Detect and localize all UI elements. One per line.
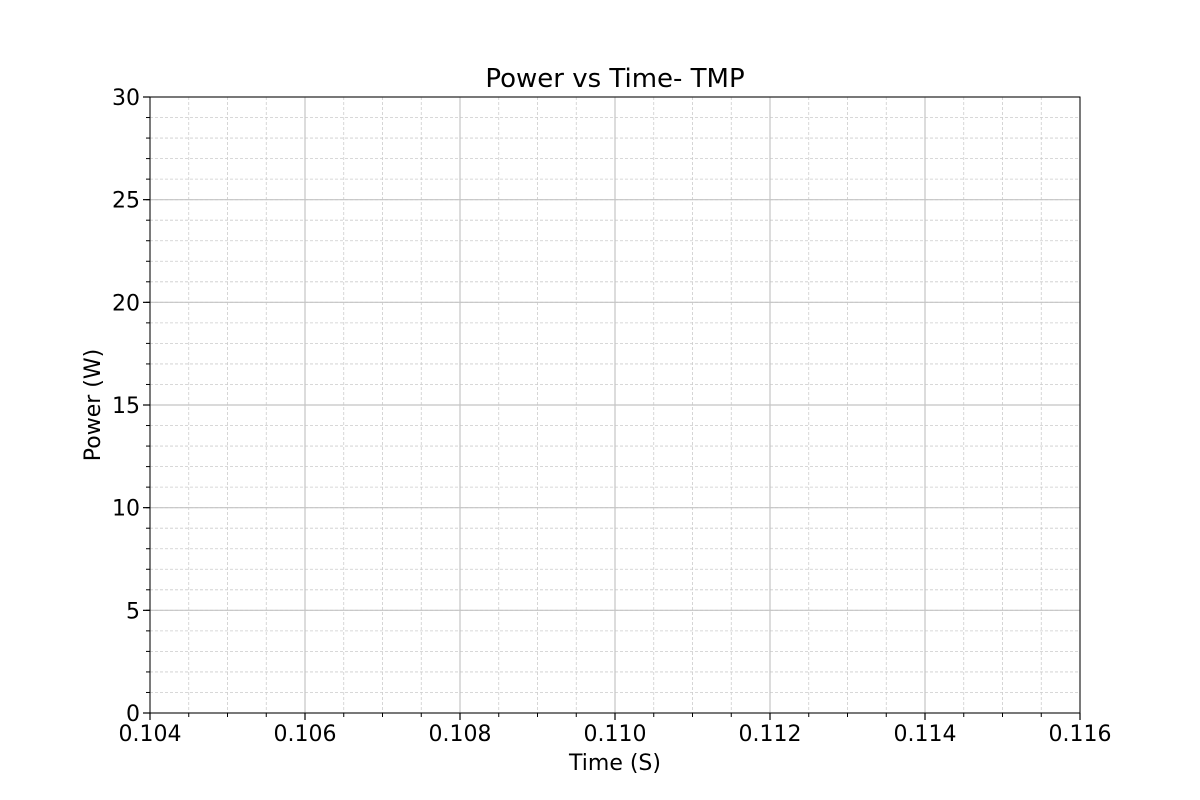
x-axis-label: Time (S) [568,751,661,776]
y-axis-label: Power (W) [81,349,106,461]
major-grid [149,96,1081,714]
y-tick-label: 5 [126,599,140,624]
chart-title: Power vs Time- TMP [485,64,744,94]
x-tick-label: 0.106 [274,722,337,747]
y-tick-label: 25 [112,189,140,214]
y-tick-label: 30 [112,86,140,111]
y-axis-ticks: 0 5 10 15 20 25 30 [112,86,150,727]
x-tick-label: 0.110 [584,722,647,747]
y-tick-label: 15 [112,394,140,419]
x-axis-ticks: 0.104 0.106 0.108 0.110 0.112 0.114 0.116 [119,713,1112,747]
x-tick-label: 0.116 [1049,722,1112,747]
x-tick-label: 0.104 [119,722,182,747]
x-tick-label: 0.108 [429,722,492,747]
x-tick-label: 0.112 [739,722,802,747]
x-tick-label: 0.114 [894,722,957,747]
y-tick-label: 10 [112,497,140,522]
y-tick-label: 20 [112,291,140,316]
y-tick-label: 0 [126,702,140,727]
